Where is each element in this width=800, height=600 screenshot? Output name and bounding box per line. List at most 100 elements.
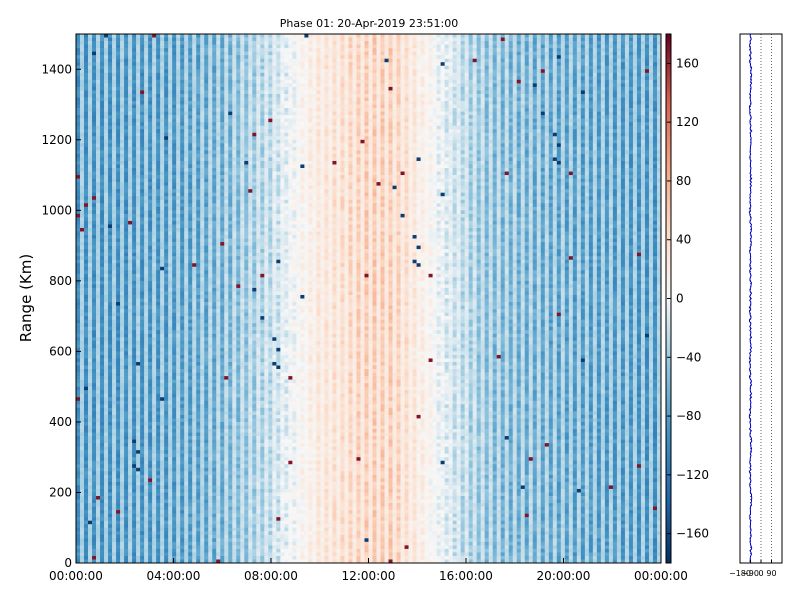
heatmap-cell xyxy=(180,457,185,462)
heatmap-cell xyxy=(148,510,153,514)
heatmap-cell xyxy=(200,256,205,261)
heatmap-cell xyxy=(80,393,85,398)
heatmap-cell xyxy=(76,122,81,126)
heatmap-cell xyxy=(76,48,81,52)
heatmap-cell xyxy=(156,411,161,416)
heatmap-cell xyxy=(120,386,125,391)
heatmap-cell xyxy=(140,457,145,462)
heatmap-cell xyxy=(112,464,117,469)
heatmap-cell xyxy=(124,397,129,402)
heatmap-cell xyxy=(108,393,113,398)
heatmap-cell xyxy=(156,474,161,479)
heatmap-cell xyxy=(76,358,81,363)
heatmap-cell xyxy=(112,217,117,222)
heatmap-cell xyxy=(160,231,165,236)
heatmap-cell xyxy=(112,361,117,366)
heatmap-cell xyxy=(192,280,197,285)
heatmap-cell xyxy=(200,146,205,151)
heatmap-cell xyxy=(92,115,97,119)
heatmap-cell xyxy=(136,400,141,405)
heatmap-cell xyxy=(144,72,149,77)
heatmap-cell xyxy=(132,383,137,387)
heatmap-cell xyxy=(144,129,149,134)
heatmap-cell xyxy=(184,460,189,465)
heatmap-cell xyxy=(84,361,89,366)
heatmap-cell xyxy=(136,203,141,208)
heatmap-cell xyxy=(192,252,197,257)
heatmap-cell xyxy=(136,213,141,218)
heatmap-cell xyxy=(108,287,113,292)
heatmap-cell xyxy=(84,393,89,398)
heatmap-cell xyxy=(136,164,141,169)
heatmap-cell xyxy=(104,545,109,550)
heatmap-cell xyxy=(184,199,189,204)
heatmap-cell xyxy=(96,178,101,183)
heatmap-cell xyxy=(76,323,81,328)
heatmap-cell xyxy=(148,72,153,77)
heatmap-cell xyxy=(136,139,141,144)
heatmap-cell xyxy=(204,534,209,539)
heatmap-cell xyxy=(156,478,161,483)
heatmap-cell xyxy=(200,210,205,215)
heatmap-cell xyxy=(152,492,157,497)
heatmap-cell xyxy=(144,203,149,208)
heatmap-cell xyxy=(88,273,93,278)
heatmap-cell xyxy=(132,390,137,395)
heatmap-cell xyxy=(176,386,181,391)
heatmap-cell xyxy=(136,492,141,497)
heatmap-cell xyxy=(196,369,201,373)
heatmap-cell xyxy=(80,83,85,88)
heatmap-cell xyxy=(88,439,93,444)
heatmap-cell xyxy=(116,333,121,338)
heatmap-cell xyxy=(140,559,145,563)
heatmap-cell xyxy=(80,354,85,359)
heatmap-cell xyxy=(152,72,157,77)
heatmap-cell xyxy=(116,291,121,296)
heatmap-cell xyxy=(120,305,125,310)
heatmap-cell xyxy=(176,460,181,465)
heatmap-cell xyxy=(120,481,125,486)
heatmap-cell xyxy=(96,457,101,462)
heatmap-cell xyxy=(136,259,141,264)
heatmap-cell xyxy=(168,196,173,201)
heatmap-cell xyxy=(140,157,145,162)
heatmap-cell xyxy=(112,425,117,430)
heatmap-cell xyxy=(108,171,113,176)
heatmap-cell xyxy=(204,227,209,232)
heatmap-cell xyxy=(76,259,81,264)
heatmap-cell xyxy=(136,277,141,282)
heatmap-cell xyxy=(148,365,153,370)
heatmap-cell xyxy=(168,231,173,236)
heatmap-cell xyxy=(192,164,197,169)
heatmap-cell xyxy=(156,245,161,250)
heatmap-cell xyxy=(136,534,141,539)
heatmap-cell xyxy=(100,62,105,67)
heatmap-cell xyxy=(152,390,157,395)
heatmap-cell xyxy=(196,520,201,525)
heatmap-cell xyxy=(76,227,81,232)
heatmap-cell xyxy=(96,545,101,550)
heatmap-cell xyxy=(108,503,113,507)
heatmap-cell xyxy=(96,249,101,253)
heatmap-cell xyxy=(160,351,165,356)
heatmap-cell xyxy=(104,199,109,204)
heatmap-cell xyxy=(188,168,193,172)
heatmap-cell xyxy=(200,347,205,352)
heatmap-cell xyxy=(160,182,165,186)
heatmap-cell xyxy=(104,337,109,342)
heatmap-cell xyxy=(164,72,169,77)
heatmap-cell xyxy=(96,510,101,514)
heatmap-cell xyxy=(116,48,121,52)
heatmap-cell xyxy=(172,157,177,162)
heatmap-cell xyxy=(120,520,125,525)
heatmap-cell xyxy=(92,199,97,204)
heatmap-cell xyxy=(204,337,209,342)
heatmap-cell xyxy=(120,41,125,45)
heatmap-cell xyxy=(100,79,105,84)
heatmap-cell xyxy=(140,376,145,380)
heatmap-cell xyxy=(132,104,137,109)
heatmap-cell xyxy=(92,481,97,486)
heatmap-cell xyxy=(164,323,169,328)
heatmap-cell xyxy=(176,418,181,423)
heatmap-cell xyxy=(188,129,193,134)
